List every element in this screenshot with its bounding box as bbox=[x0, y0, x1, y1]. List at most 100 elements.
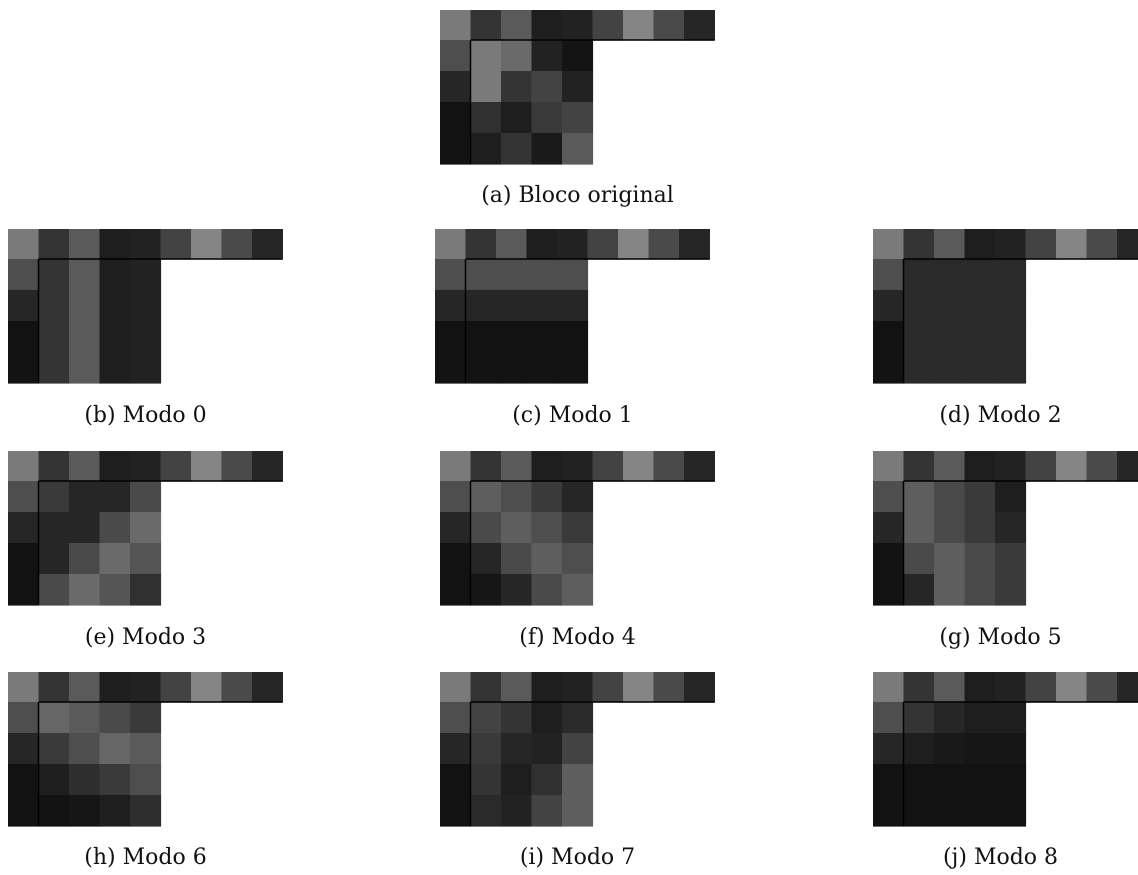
block-pixel bbox=[496, 321, 528, 353]
block-pixel bbox=[69, 702, 101, 734]
block-pixel bbox=[38, 574, 70, 606]
block-pixel bbox=[501, 764, 533, 796]
top-ref-pixel bbox=[38, 229, 70, 260]
left-ref-pixel bbox=[873, 764, 905, 796]
top-ref-pixel bbox=[648, 229, 680, 260]
top-ref-pixel bbox=[592, 672, 624, 703]
block-pixel bbox=[130, 512, 162, 544]
left-ref-pixel bbox=[440, 733, 472, 765]
block-pixel bbox=[130, 702, 162, 734]
panel-d bbox=[873, 229, 1138, 384]
block-pixel bbox=[903, 321, 935, 353]
block-pixel bbox=[69, 512, 101, 544]
left-ref-pixel bbox=[873, 733, 905, 765]
caption-d-label: (d) bbox=[939, 403, 971, 428]
top-ref-pixel bbox=[1056, 451, 1088, 482]
block-pixel bbox=[557, 352, 589, 384]
left-ref-pixel bbox=[873, 543, 905, 575]
block-pixel bbox=[934, 290, 966, 322]
block-pixel bbox=[99, 733, 131, 765]
top-ref-pixel bbox=[526, 229, 558, 260]
left-ref-pixel bbox=[873, 512, 905, 544]
block-pixel bbox=[562, 764, 594, 796]
block-pixel bbox=[38, 512, 70, 544]
left-ref-pixel bbox=[8, 764, 40, 796]
block-pixel bbox=[531, 543, 563, 575]
block-pixel bbox=[995, 764, 1027, 796]
top-ref-pixel bbox=[440, 10, 472, 41]
block-pixel bbox=[562, 40, 594, 72]
top-ref-pixel bbox=[903, 672, 935, 703]
block-pixel bbox=[470, 574, 502, 606]
top-ref-pixel bbox=[191, 229, 223, 260]
caption-b-text: Modo 0 bbox=[122, 403, 207, 428]
top-ref-pixel bbox=[440, 672, 472, 703]
block-pixel bbox=[501, 543, 533, 575]
block-pixel bbox=[470, 481, 502, 513]
block-pixel bbox=[526, 290, 558, 322]
block-pixel bbox=[69, 764, 101, 796]
panel-i bbox=[440, 672, 715, 827]
caption-g-label: (g) bbox=[939, 625, 971, 650]
top-ref-pixel bbox=[1117, 229, 1138, 260]
block-pixel bbox=[562, 481, 594, 513]
block-pixel bbox=[99, 321, 131, 353]
top-ref-pixel bbox=[160, 451, 192, 482]
block-pixel bbox=[562, 574, 594, 606]
top-ref-pixel bbox=[964, 672, 996, 703]
panel-a bbox=[440, 10, 715, 165]
block-pixel bbox=[995, 352, 1027, 384]
top-ref-pixel bbox=[1117, 451, 1138, 482]
caption-b-label: (b) bbox=[84, 403, 116, 428]
caption-b: (b) Modo 0 bbox=[8, 403, 283, 428]
block-pixel bbox=[531, 795, 563, 827]
top-ref-pixel bbox=[1086, 229, 1118, 260]
top-ref-pixel bbox=[1056, 229, 1088, 260]
top-ref-pixel bbox=[470, 10, 502, 41]
block-pixel bbox=[99, 259, 131, 291]
top-ref-pixel bbox=[470, 672, 502, 703]
block-pixel bbox=[38, 764, 70, 796]
top-ref-pixel bbox=[623, 451, 655, 482]
top-ref-pixel bbox=[221, 672, 253, 703]
block-pixel bbox=[995, 702, 1027, 734]
block-pixel bbox=[501, 702, 533, 734]
pixel-grid-h bbox=[8, 672, 283, 827]
top-ref-pixel bbox=[191, 672, 223, 703]
left-ref-pixel bbox=[435, 290, 467, 322]
block-pixel bbox=[903, 733, 935, 765]
caption-a: (a) Bloco original bbox=[440, 183, 715, 208]
top-ref-pixel bbox=[160, 229, 192, 260]
panel-f bbox=[440, 451, 715, 606]
left-ref-pixel bbox=[873, 574, 905, 606]
block-pixel bbox=[470, 733, 502, 765]
block-pixel bbox=[496, 352, 528, 384]
block-pixel bbox=[531, 512, 563, 544]
panel-j bbox=[873, 672, 1138, 827]
panel-b bbox=[8, 229, 283, 384]
block-pixel bbox=[995, 481, 1027, 513]
top-ref-pixel bbox=[8, 451, 40, 482]
left-ref-pixel bbox=[435, 321, 467, 353]
left-ref-pixel bbox=[440, 702, 472, 734]
top-ref-pixel bbox=[653, 10, 685, 41]
caption-i-text: Modo 7 bbox=[551, 845, 636, 870]
block-pixel bbox=[531, 102, 563, 134]
caption-d: (d) Modo 2 bbox=[868, 403, 1133, 428]
caption-d-text: Modo 2 bbox=[977, 403, 1062, 428]
caption-f-label: (f) bbox=[519, 625, 545, 650]
block-pixel bbox=[99, 290, 131, 322]
left-ref-pixel bbox=[440, 795, 472, 827]
block-pixel bbox=[99, 764, 131, 796]
block-pixel bbox=[903, 764, 935, 796]
top-ref-pixel bbox=[557, 229, 589, 260]
left-ref-pixel bbox=[440, 543, 472, 575]
block-pixel bbox=[99, 574, 131, 606]
block-pixel bbox=[934, 733, 966, 765]
top-ref-pixel bbox=[160, 672, 192, 703]
left-ref-pixel bbox=[8, 574, 40, 606]
block-pixel bbox=[531, 764, 563, 796]
caption-i-label: (i) bbox=[519, 845, 545, 870]
block-pixel bbox=[531, 71, 563, 103]
block-pixel bbox=[38, 481, 70, 513]
